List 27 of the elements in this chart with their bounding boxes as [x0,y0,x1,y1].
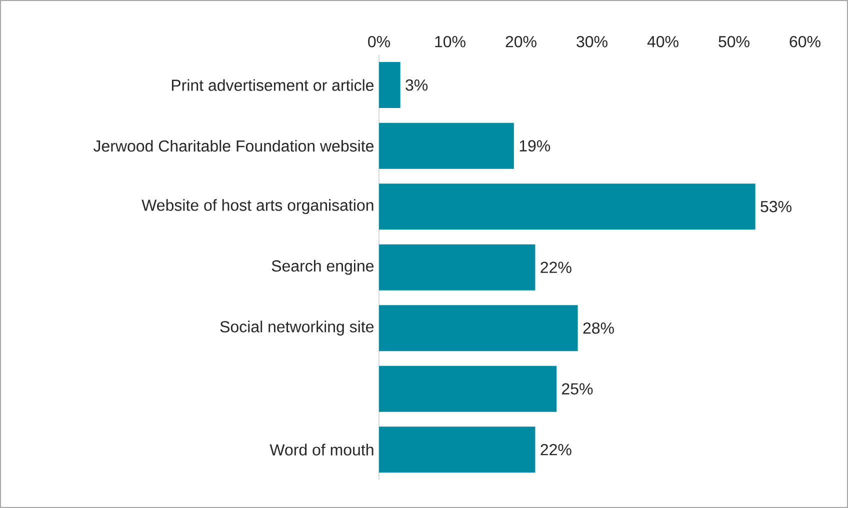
y-tick-label: Search engine [272,260,374,275]
x-tick-label: 30% [576,36,608,48]
y-tick-label: Jerwood Charitable Foundation website [93,140,374,152]
bar [379,305,578,352]
x-tick-label: 60% [790,36,820,48]
bar [379,122,514,169]
data-label: 22% [540,444,572,456]
x-tick-label: 40% [647,36,678,48]
bar [379,184,756,230]
y-tick-label: Print advertisement or article [172,79,374,91]
bar [379,244,536,290]
data-label: 22% [540,262,572,273]
data-label: 19% [520,140,550,152]
bar [379,366,556,412]
data-label: 25% [562,383,593,395]
data-label: 28% [583,322,614,334]
x-tick-label: 10% [435,36,466,48]
y-tick-label: Website of host arts organisation [142,199,374,214]
data-label: 53% [760,200,792,212]
x-tick-label: 50% [718,36,750,48]
x-tick-label: 20% [506,36,536,48]
y-tick-label: Social networking site [220,320,374,336]
data-label: 3% [406,79,428,91]
x-tick-label: 0% [368,36,390,48]
bar [379,426,536,473]
bar [379,62,400,108]
y-tick-label: Word of mouth [270,444,374,456]
